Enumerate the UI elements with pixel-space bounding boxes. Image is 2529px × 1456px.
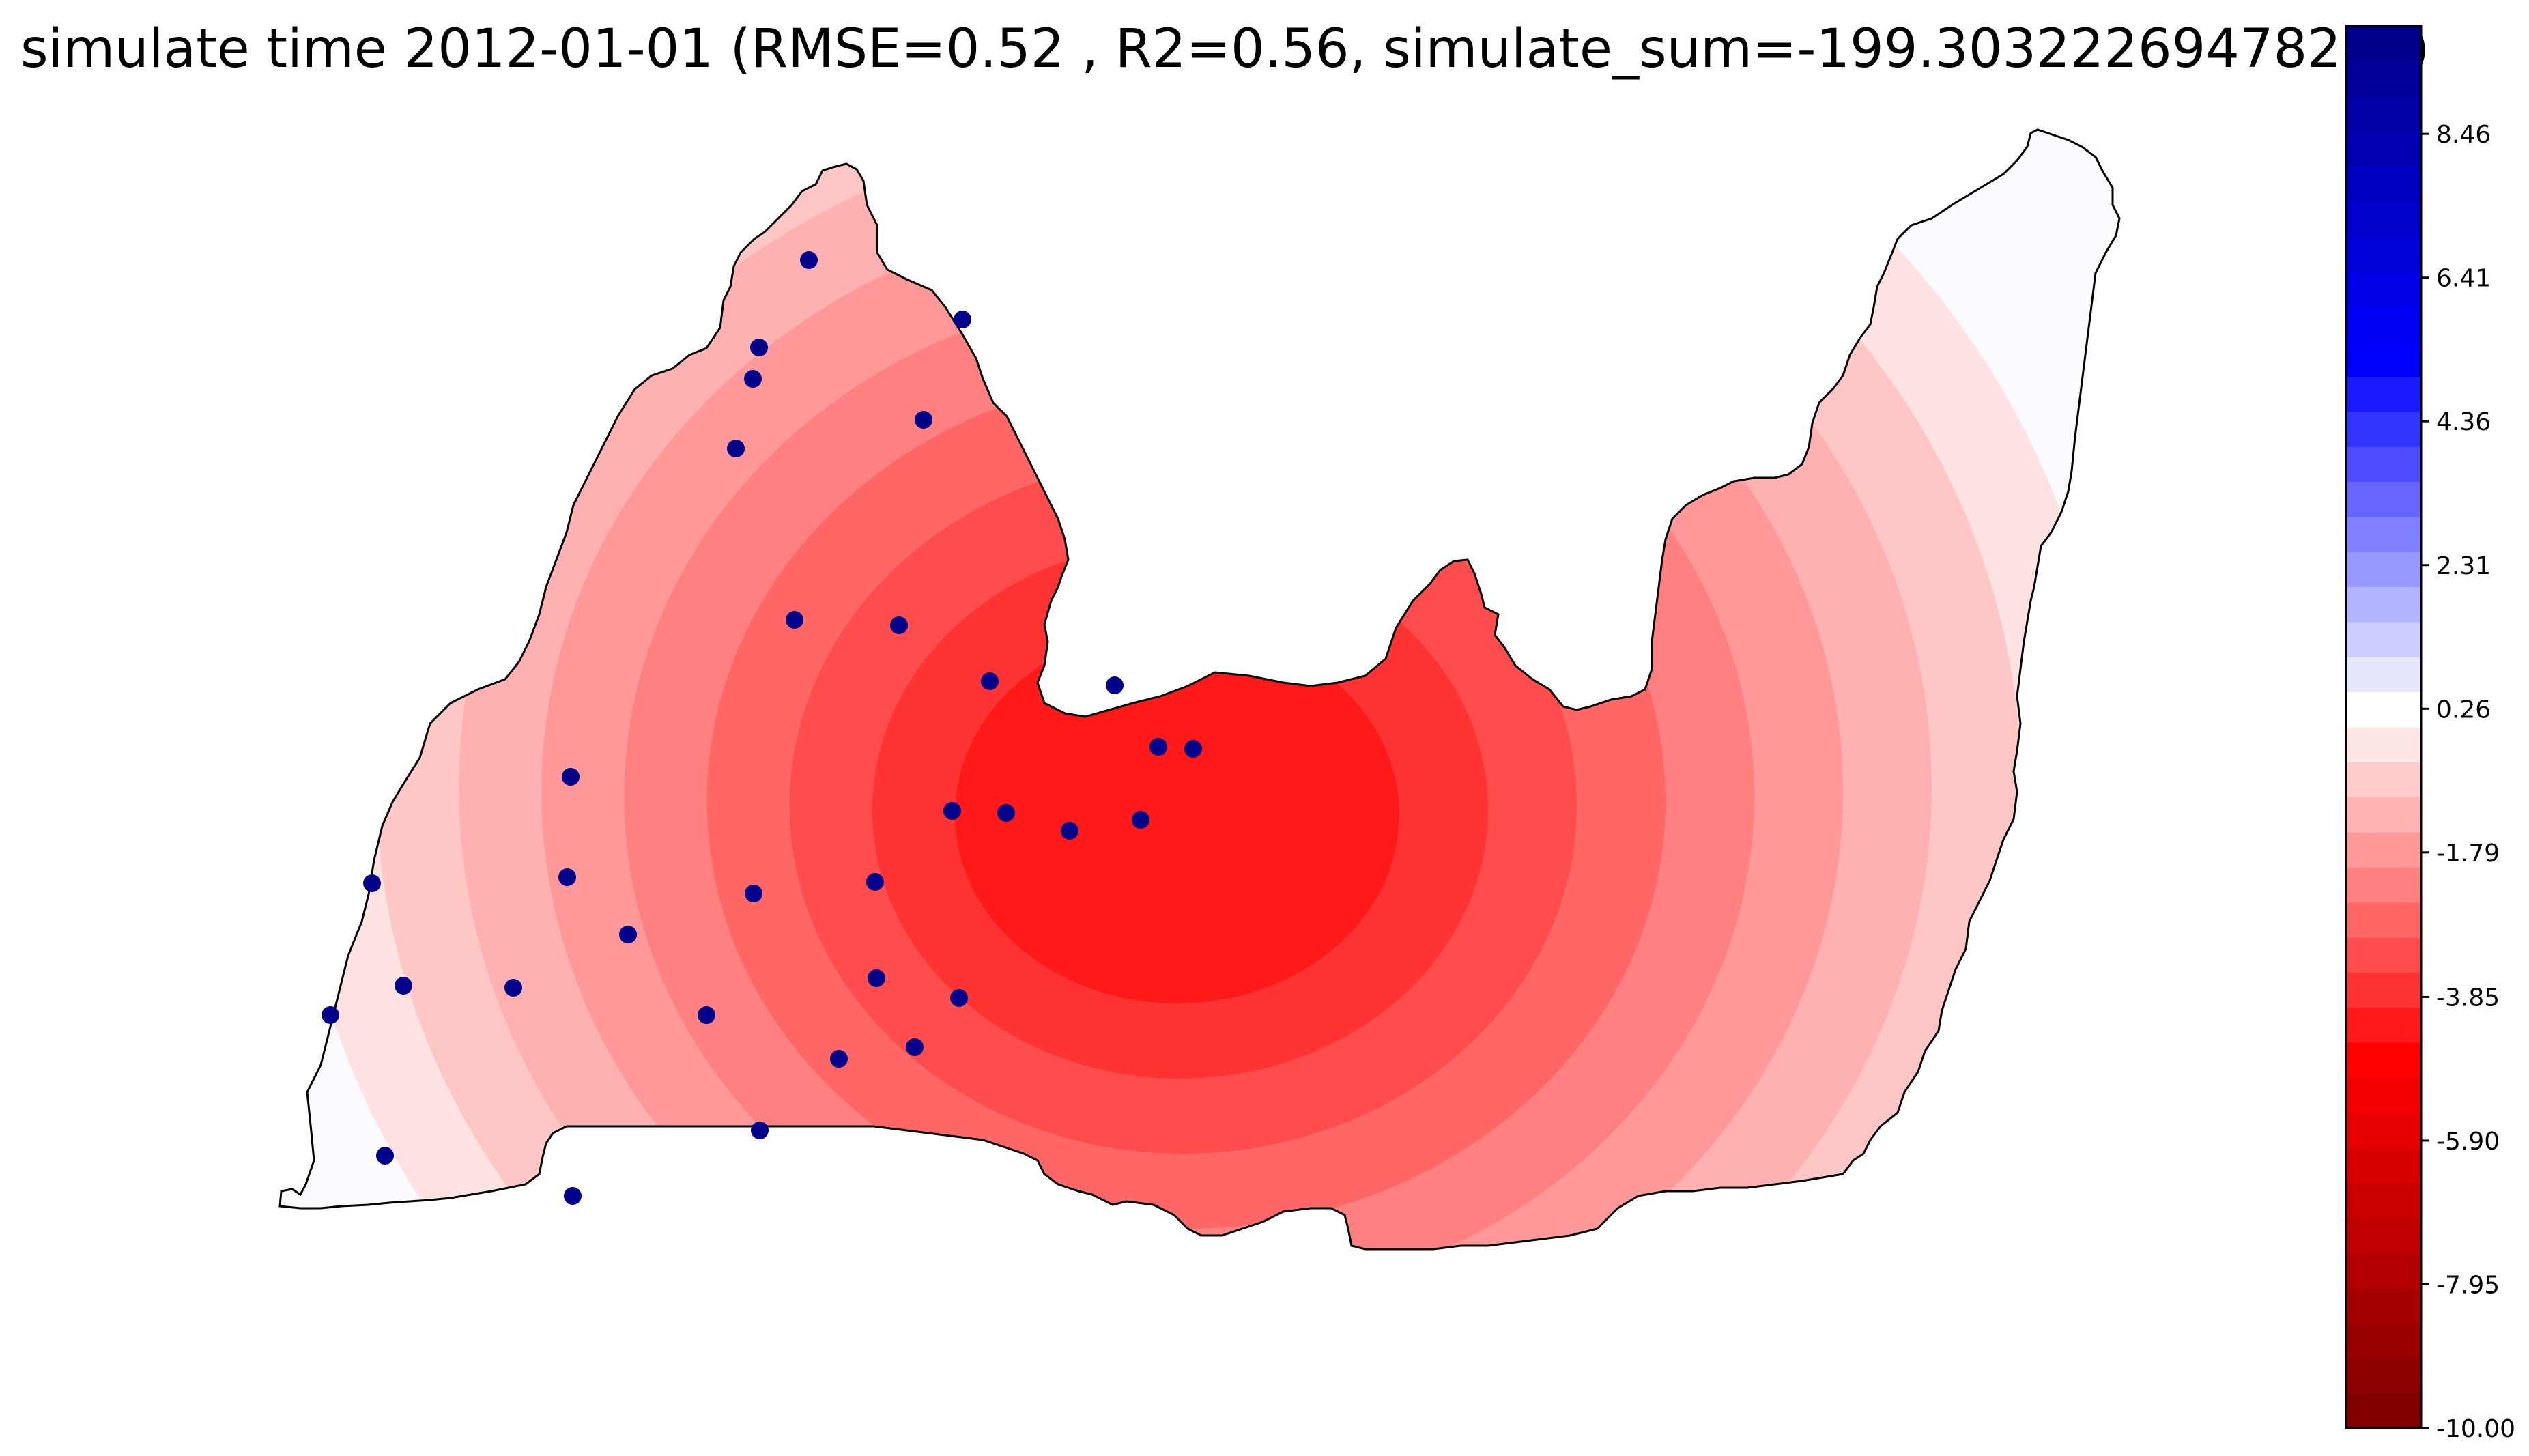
colorbar-cell [2346, 131, 2421, 167]
colorbar-cell [2346, 306, 2421, 342]
station-marker [943, 802, 961, 820]
colorbar-tick-label: 8.46 [2436, 121, 2491, 149]
station-marker [1106, 676, 1124, 694]
colorbar-cell [2346, 867, 2421, 903]
colorbar-cell [2346, 937, 2421, 973]
colorbar-cell [2346, 446, 2421, 483]
station-marker [906, 1038, 924, 1056]
colorbar-cell [2346, 1007, 2421, 1043]
station-marker [800, 251, 818, 269]
station-marker [395, 977, 412, 995]
colorbar-cell [2346, 727, 2421, 762]
colorbar-cell [2346, 1042, 2421, 1078]
colorbar-cell [2346, 552, 2421, 588]
colorbar-tick-label: -3.85 [2436, 984, 2500, 1012]
station-marker [786, 611, 803, 629]
colorbar-tick-label: -1.79 [2436, 840, 2500, 868]
station-marker [915, 411, 932, 429]
station-marker [954, 311, 971, 328]
station-marker [997, 804, 1015, 822]
colorbar-tick-label: 0.26 [2436, 696, 2491, 724]
colorbar-cell [2346, 1287, 2421, 1324]
colorbar-cell [2346, 832, 2421, 868]
colorbar-cell [2346, 26, 2421, 61]
station-marker [830, 1050, 848, 1068]
station-marker [322, 1006, 339, 1024]
station-marker [698, 1006, 715, 1024]
colorbar-cell [2346, 411, 2421, 447]
colorbar-cell [2346, 1393, 2421, 1429]
colorbar-tick-label: 6.41 [2436, 265, 2491, 293]
colorbar-tick-label: -10.00 [2436, 1415, 2515, 1443]
colorbar-cell [2346, 691, 2421, 728]
station-marker [750, 339, 768, 356]
colorbar-cell [2346, 481, 2421, 517]
station-marker [950, 989, 968, 1007]
station-marker [619, 926, 637, 943]
colorbar-tick-label: -5.90 [2436, 1128, 2500, 1156]
station-marker [751, 1122, 769, 1139]
station-markers [322, 251, 1202, 1205]
station-marker [890, 616, 908, 634]
colorbar-tick-label: 4.36 [2436, 408, 2491, 436]
station-marker [866, 873, 884, 891]
colorbar-cell [2346, 1253, 2421, 1289]
basin-boundary [278, 128, 2121, 1251]
colorbar-cell [2346, 61, 2421, 97]
colorbar-cell [2346, 376, 2421, 412]
station-marker [562, 768, 580, 786]
station-marker [868, 969, 885, 987]
colorbar-frame [2345, 25, 2423, 1429]
colorbar-cell [2346, 797, 2421, 833]
station-marker [981, 672, 999, 690]
station-marker [504, 979, 522, 997]
colorbar-cell [2346, 96, 2421, 132]
colorbar: 8.46 6.41 4.36 2.31 0.26 -1.79 -3.85 -5.90 -7.95… [2345, 25, 2515, 1443]
colorbar-cell [2346, 657, 2421, 693]
colorbar-cell [2346, 166, 2421, 202]
colorbar-cell [2346, 1358, 2421, 1394]
colorbar-cell [2346, 621, 2421, 657]
colorbar-cell [2346, 1217, 2421, 1253]
colorbar-cell [2346, 201, 2421, 237]
colorbar-cell [2346, 271, 2421, 307]
station-marker [744, 370, 762, 388]
chart-title: simulate time 2012-01-01 (RMSE=0.52 , R2… [20, 18, 2429, 80]
station-marker [1132, 811, 1149, 829]
station-marker [1149, 738, 1167, 756]
station-marker [745, 885, 762, 902]
colorbar-cell [2346, 902, 2421, 938]
station-marker [727, 440, 745, 457]
station-marker [1184, 740, 1202, 758]
colorbar-cell [2346, 1182, 2421, 1218]
colorbar-cell [2346, 341, 2421, 377]
station-marker [363, 874, 381, 892]
contour-band [954, 625, 1399, 1003]
colorbar-tick-label: 2.31 [2436, 552, 2491, 580]
colorbar-cell [2346, 236, 2421, 272]
colorbar-cell [2346, 1077, 2421, 1113]
colorbar-cell [2346, 586, 2421, 623]
colorbar-cell [2346, 1147, 2421, 1184]
colorbar-cell [2346, 516, 2421, 552]
colorbar-tick-label: -7.95 [2436, 1271, 2500, 1299]
colorbar-cell [2346, 1322, 2421, 1358]
station-marker [1061, 822, 1078, 840]
colorbar-cell [2346, 762, 2421, 798]
station-marker [564, 1187, 582, 1205]
colorbar-cell [2346, 1112, 2421, 1148]
station-marker [558, 868, 576, 886]
station-marker [376, 1147, 394, 1165]
colorbar-cell [2346, 972, 2421, 1008]
